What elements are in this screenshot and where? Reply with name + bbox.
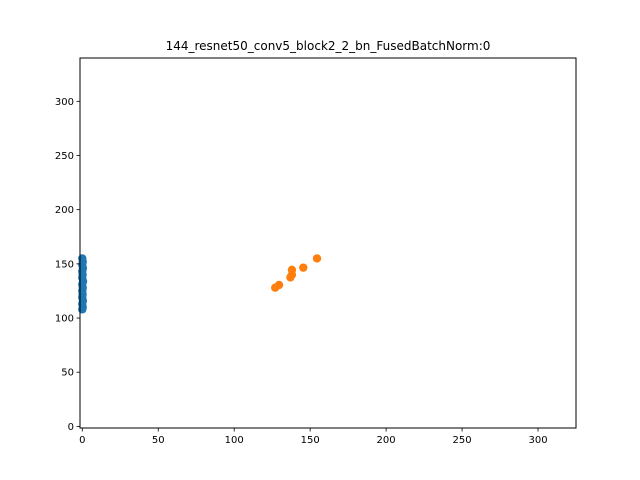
x-tick-label: 200 xyxy=(377,435,396,446)
scatter-point-series-2 xyxy=(274,280,284,290)
chart-title: 144_resnet50_conv5_block2_2_bn_FusedBatc… xyxy=(166,39,491,53)
ticks-layer: 0 50 100 150 200 250 300 0 50 100 150 200 250 300 xyxy=(55,97,548,446)
scatter-point-series-2 xyxy=(287,265,297,275)
x-tick-label: 50 xyxy=(152,435,165,446)
x-tick-label: 100 xyxy=(225,435,244,446)
x-tick-label: 150 xyxy=(301,435,320,446)
plot-frame xyxy=(79,57,577,429)
x-tick-label: 250 xyxy=(453,435,472,446)
y-tick-label: 200 xyxy=(55,205,74,216)
x-tick-label: 0 xyxy=(79,435,85,446)
y-tick-label: 250 xyxy=(55,151,74,162)
y-tick-label: 50 xyxy=(61,368,74,379)
scatter-point-series-2 xyxy=(299,263,308,272)
points-layer xyxy=(78,254,322,314)
y-tick-label: 100 xyxy=(55,314,74,325)
y-tick-label: 300 xyxy=(55,97,74,108)
scatter-point-series-1 xyxy=(78,305,87,314)
y-tick-label: 0 xyxy=(68,422,74,433)
y-tick-label: 150 xyxy=(55,259,74,270)
x-tick-label: 300 xyxy=(528,435,547,446)
scatter-point-series-2 xyxy=(312,254,322,263)
